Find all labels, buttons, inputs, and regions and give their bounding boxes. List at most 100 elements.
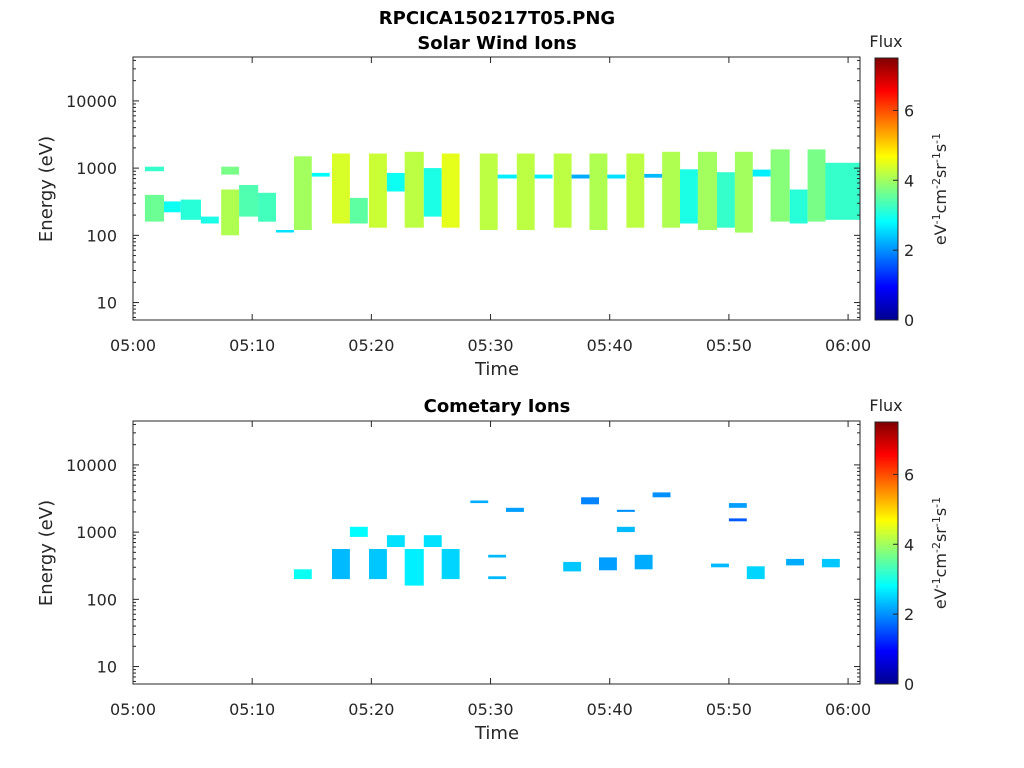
heatmap-block (221, 166, 240, 175)
colorbar-gradient (874, 57, 899, 321)
heatmap-block (164, 201, 181, 213)
heatmap-block (386, 172, 405, 192)
heatmap-block (607, 174, 626, 179)
x-tick-label: 05:00 (110, 336, 156, 355)
heatmap-block (711, 563, 729, 568)
heatmap-block (423, 535, 442, 547)
colorbar-label: Flux (869, 32, 902, 51)
y-tick-label: 100 (86, 226, 117, 245)
colorbar-tick-label: 4 (904, 171, 914, 190)
colorbar-tick-label: 0 (904, 675, 914, 694)
heatmap-block (644, 173, 663, 178)
y-tick-label: 10 (97, 294, 117, 313)
heatmap-block (553, 153, 572, 228)
panel-cometary: Cometary Ions 05:00 05:10 05:20 05:30 05:40 0… (36, 396, 950, 744)
colorbar-tick-label: 2 (904, 605, 914, 624)
heatmap-block (488, 554, 507, 558)
colorbar-gradient (874, 421, 899, 685)
heatmap-block (728, 518, 747, 522)
heatmap-block (441, 153, 460, 228)
heatmap-block (728, 503, 747, 508)
x-tick-label: 05:10 (229, 336, 275, 355)
axes-frame: 05:00 05:10 05:20 05:30 05:40 05:50 06:00 10 100… (66, 420, 871, 719)
heatmap-block (807, 149, 826, 222)
heatmap-block (821, 558, 840, 568)
heatmap-block (717, 172, 735, 228)
x-axis-label: Time (474, 723, 519, 744)
heatmap-block (563, 561, 582, 572)
y-tick-label: 1000 (76, 523, 117, 542)
heatmap-block (180, 199, 201, 220)
x-tick-label: 05:30 (467, 336, 513, 355)
heatmap-block (200, 216, 219, 224)
heatmap-block (369, 153, 387, 228)
heatmap-block (479, 153, 498, 230)
heatmap-block (581, 497, 599, 505)
x-tick-label: 05:20 (348, 336, 394, 355)
heatmap-block (506, 507, 524, 512)
heatmap-block (386, 535, 405, 547)
heatmap-block (349, 197, 368, 224)
y-tick-label: 100 (86, 590, 117, 609)
heatmap-block (825, 162, 860, 220)
x-tick-label: 05:10 (229, 700, 275, 719)
heatmap-block (332, 549, 350, 580)
heatmap-block (404, 549, 424, 586)
panel-title: Cometary Ions (424, 396, 571, 417)
heatmap-block (349, 526, 368, 537)
y-axis-label: Energy (eV) (36, 500, 57, 606)
heatmap-block (293, 156, 312, 230)
panel-title: Solar Wind Ions (417, 33, 576, 54)
x-tick-label: 05:50 (706, 700, 752, 719)
heatmap-block (441, 549, 460, 580)
y-tick-label: 10000 (66, 456, 117, 475)
heatmap-block (571, 174, 590, 179)
x-tick-label: 05:00 (110, 700, 156, 719)
heatmap-block (276, 230, 294, 233)
heatmap-block (626, 153, 645, 228)
panel-solar-wind: Solar Wind Ions 05:00 05:10 05:20 05:30 05:4… (36, 32, 950, 380)
y-tick-label: 1000 (76, 159, 117, 178)
y-tick-label: 10000 (66, 92, 117, 111)
y-axis-label: Energy (eV) (36, 136, 57, 242)
colorbar: Flux eV-1cm-2sr-1s-1 0 2 4 6 (869, 396, 950, 694)
heatmap-blocks (144, 149, 860, 236)
heatmap-block (770, 149, 790, 222)
x-axis-label: Time (474, 359, 519, 380)
heatmap-block (616, 509, 635, 512)
colorbar-unit: eV-1cm-2sr-1s-1 (930, 133, 950, 245)
heatmap-block (293, 569, 312, 580)
x-tick-label: 05:20 (348, 700, 394, 719)
x-tick-label: 06:00 (825, 700, 871, 719)
figure-title: RPCICA150217T05.PNG (379, 8, 615, 29)
heatmap-block (634, 554, 653, 570)
heatmap-block (369, 549, 387, 580)
axes-frame: 05:00 05:10 05:20 05:30 05:40 05:50 06:00 10 100… (66, 56, 871, 355)
heatmap-block (534, 174, 553, 179)
colorbar-tick-label: 6 (904, 465, 914, 484)
heatmap-block (239, 185, 259, 217)
heatmap-block (786, 558, 804, 566)
x-tick-label: 06:00 (825, 336, 871, 355)
x-tick-label: 05:40 (587, 336, 633, 355)
heatmap-block (599, 557, 617, 571)
heatmap-block (488, 576, 507, 580)
x-tick-label: 05:50 (706, 336, 752, 355)
colorbar-label: Flux (869, 396, 902, 415)
heatmap-block (311, 172, 330, 177)
x-tick-label: 05:40 (587, 700, 633, 719)
heatmap-block (221, 189, 240, 236)
colorbar-unit: eV-1cm-2sr-1s-1 (930, 497, 950, 609)
plot-frame (132, 420, 861, 685)
heatmap-block (662, 151, 681, 228)
x-tick-label: 05:30 (467, 700, 513, 719)
heatmap-block (497, 174, 517, 179)
heatmap-block (589, 153, 608, 230)
heatmap-block (404, 151, 424, 228)
colorbar: Flux eV-1cm-2sr-1s-1 0 2 4 6 (869, 32, 950, 330)
heatmap-block (652, 492, 671, 498)
heatmap-block (680, 169, 698, 224)
heatmap-block (697, 151, 717, 230)
heatmap-block (144, 166, 164, 172)
